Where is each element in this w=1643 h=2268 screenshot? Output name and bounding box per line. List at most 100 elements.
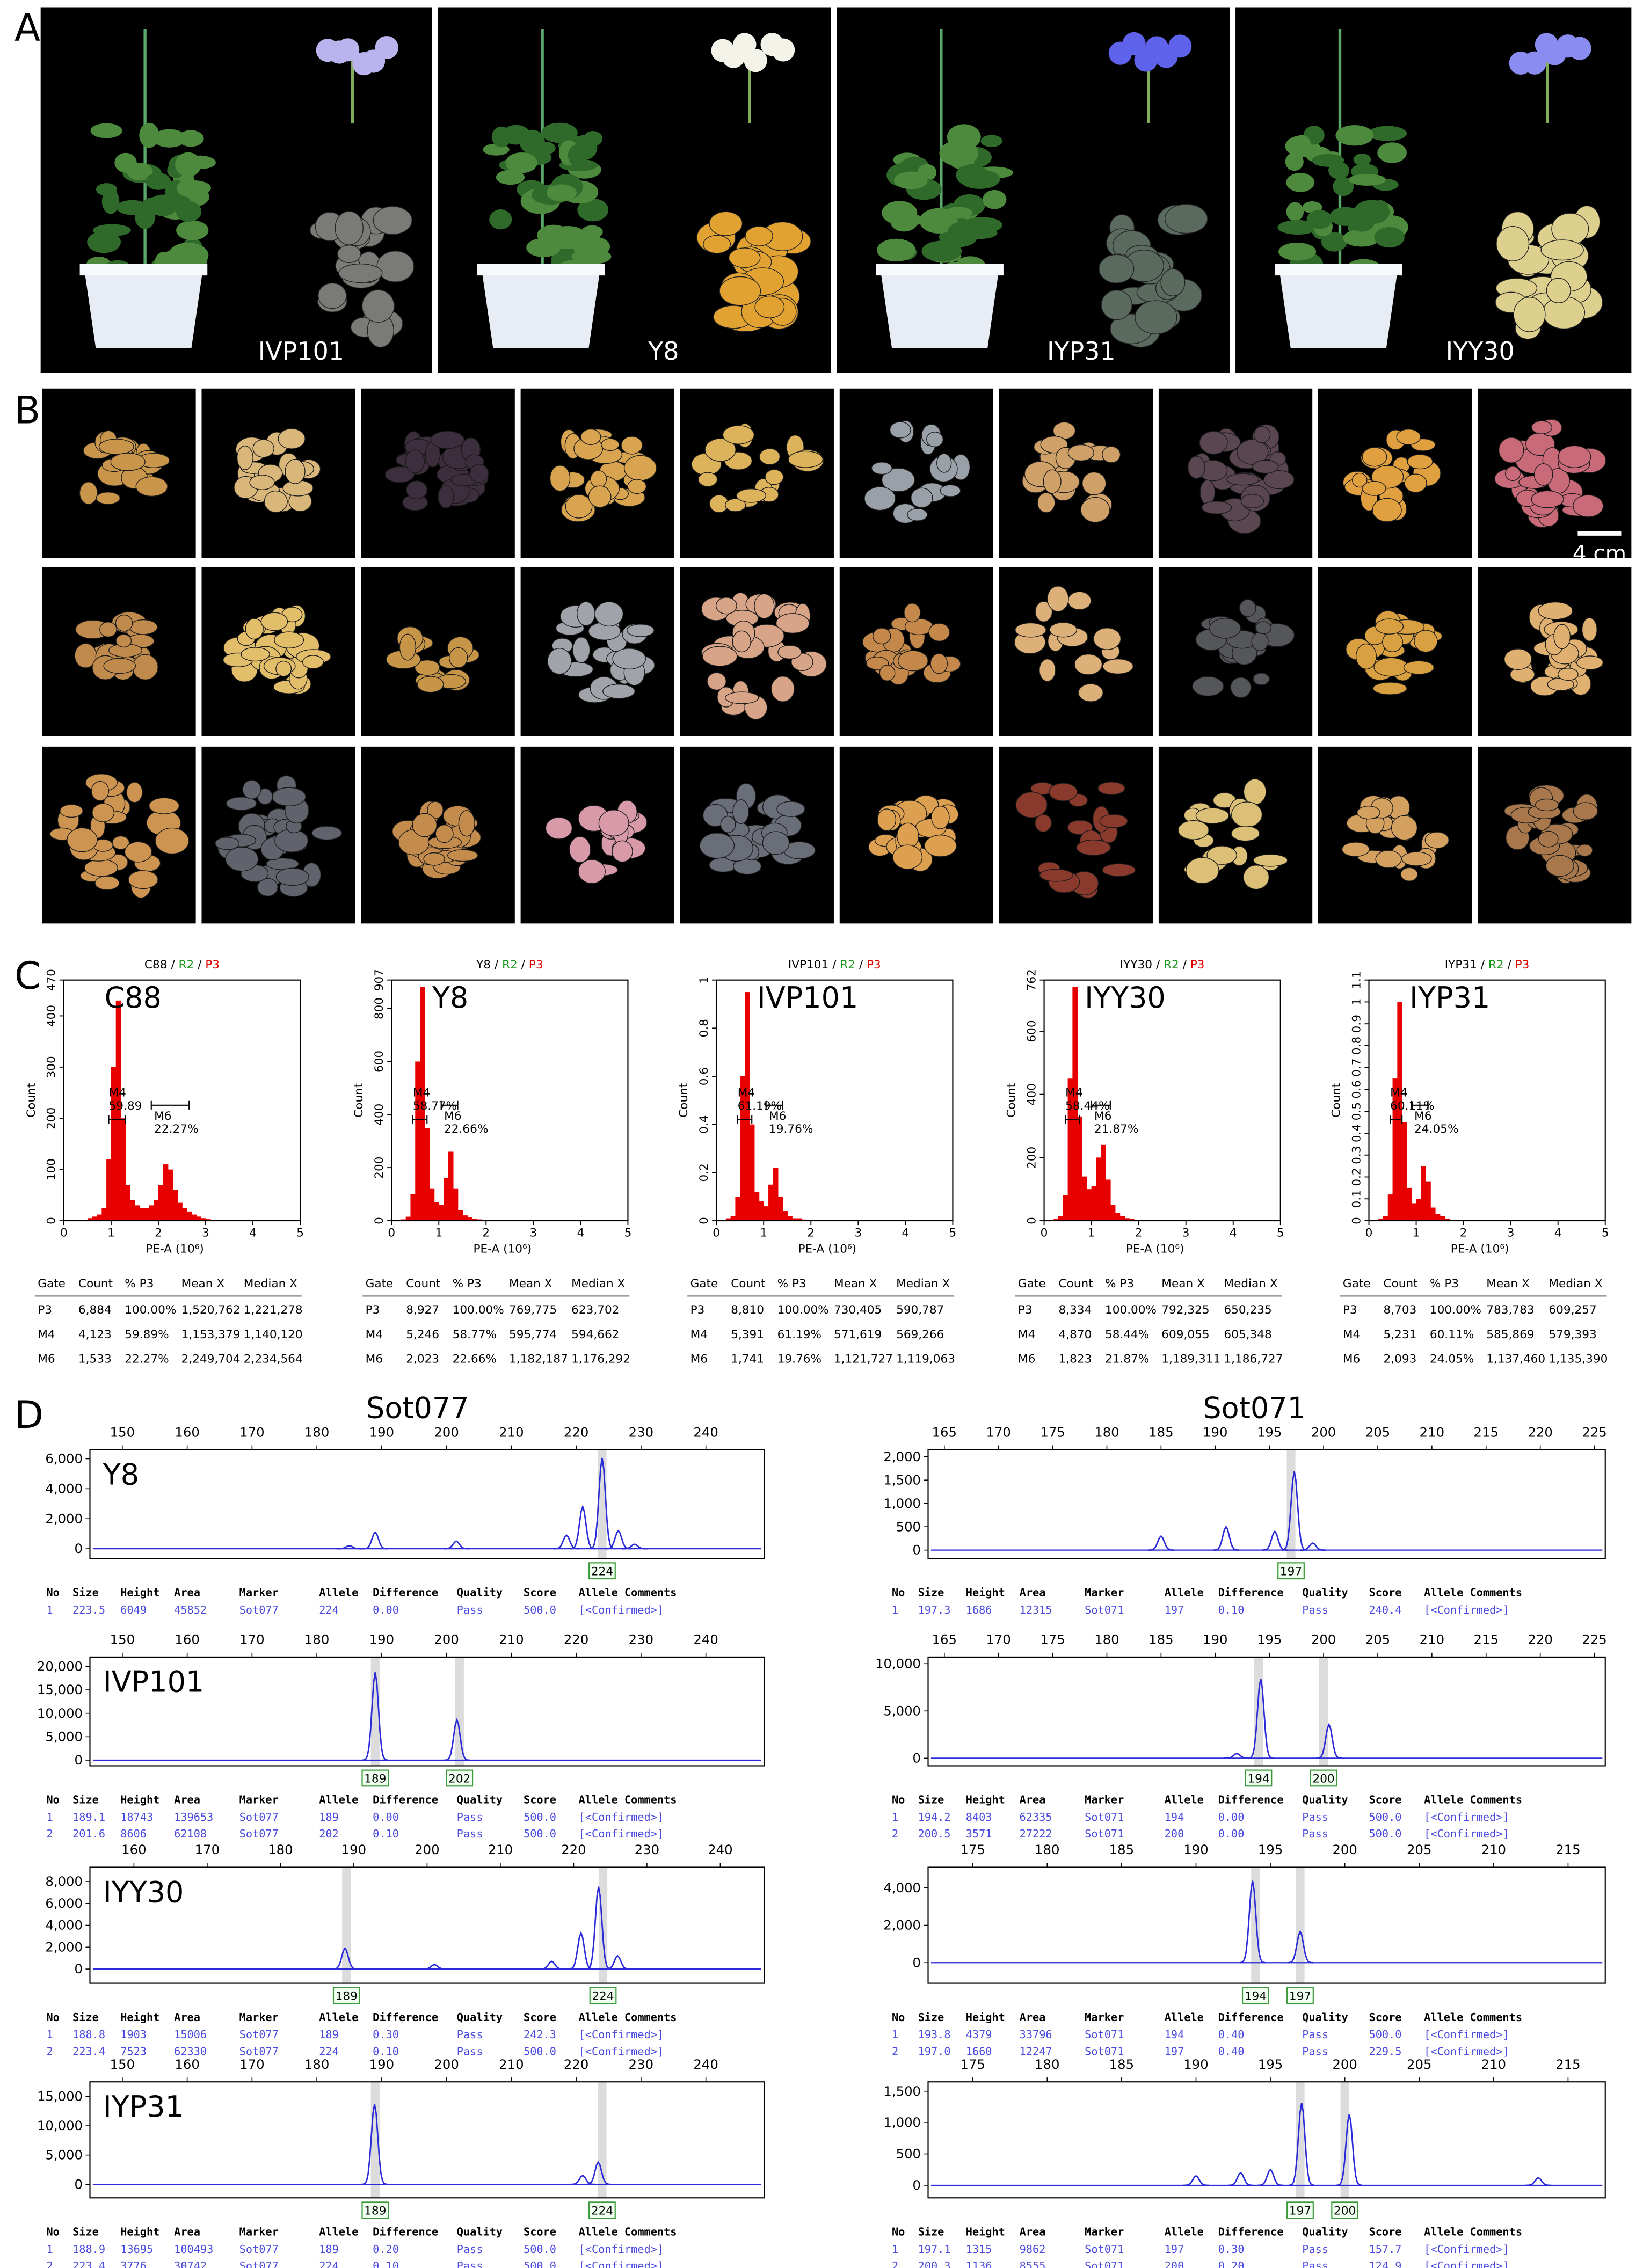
- table-header: Area: [174, 1586, 200, 1599]
- x-tick-label: 200: [434, 1632, 459, 1647]
- table-cell: M4: [1018, 1328, 1035, 1341]
- photo-label: IYP31: [1047, 337, 1116, 366]
- allele-label: 200: [1312, 1773, 1334, 1786]
- gate-name: M4: [1065, 1086, 1082, 1099]
- plot-frame: [1043, 979, 1281, 1222]
- histogram-bar: [186, 1211, 192, 1221]
- title-part: /: [518, 958, 529, 972]
- histogram-bar: [1053, 1219, 1059, 1221]
- histogram-bar: [196, 1216, 202, 1221]
- table-cell: 605,348: [1224, 1328, 1271, 1341]
- gate-value: 24.05%: [1414, 1122, 1458, 1136]
- histogram-bar: [444, 1178, 449, 1221]
- foliage: [489, 209, 512, 230]
- table-cell: 13695: [120, 2243, 153, 2256]
- x-tick-label: 1: [760, 1227, 767, 1240]
- foliage: [1286, 172, 1315, 192]
- table-header: Area: [174, 2011, 200, 2024]
- tuber: [399, 633, 416, 661]
- x-tick-label: 220: [564, 1424, 588, 1440]
- table-header: Mean X: [509, 1277, 552, 1290]
- table-cell: 62330: [174, 2045, 207, 2058]
- table-cell: 0.00: [373, 1811, 399, 1824]
- tuber: [98, 439, 134, 455]
- table-cell: 100493: [174, 2243, 213, 2256]
- table-cell: 783,783: [1486, 1303, 1534, 1317]
- x-tick-label: 210: [1481, 1842, 1506, 1857]
- foliage: [87, 231, 121, 253]
- table-cell: 24.05%: [1430, 1353, 1474, 1366]
- x-tick-label: 220: [564, 1632, 588, 1647]
- histogram-bar: [453, 1188, 459, 1221]
- table-header: Score: [1369, 1793, 1402, 1806]
- sample-label: C88: [104, 981, 161, 1015]
- peak: [1183, 2175, 1209, 2186]
- peak: [554, 1534, 579, 1550]
- table-cell: Pass: [457, 2028, 483, 2041]
- tuber: [1553, 624, 1571, 650]
- table-cell: Sot071: [1085, 1827, 1124, 1840]
- table-cell: 197: [1165, 2045, 1184, 2058]
- foliage: [951, 138, 973, 152]
- y-tick-label: 0.6: [697, 1067, 711, 1085]
- tuber: [1231, 826, 1260, 842]
- sample-label: Y8: [103, 1458, 139, 1492]
- flower: [336, 38, 360, 62]
- table-header: Quality: [457, 2011, 503, 2024]
- table-cell: 9862: [1020, 2243, 1046, 2256]
- tuber: [759, 448, 781, 465]
- tuber: [1243, 778, 1267, 805]
- histogram-bar: [730, 1216, 736, 1221]
- tuber: [736, 488, 767, 503]
- tuber-photo: [201, 566, 355, 736]
- tuber: [1187, 456, 1205, 479]
- tuber: [590, 470, 607, 488]
- photo-label: IYY30: [1446, 337, 1515, 366]
- table-cell: 30742: [174, 2259, 207, 2268]
- foliage: [959, 169, 1000, 189]
- gate-bracket: [737, 1115, 753, 1124]
- photo-background: [361, 566, 515, 736]
- x-tick-label: 200: [415, 1842, 439, 1857]
- tuber: [278, 428, 306, 449]
- table-cell: Sot071: [1085, 2045, 1124, 2058]
- foliage: [1277, 220, 1318, 235]
- foliage: [1374, 227, 1405, 248]
- foliage: [577, 198, 609, 222]
- table-cell: 0.10: [373, 2259, 399, 2268]
- table-header: No: [892, 1586, 905, 1599]
- tuber: [417, 676, 444, 693]
- tuber: [1414, 630, 1438, 653]
- allele-label: 224: [591, 2204, 613, 2218]
- tuber-photo: [999, 746, 1153, 924]
- table-cell: [<Confirmed>]: [1424, 1603, 1509, 1616]
- table-cell: 500.0: [524, 1811, 556, 1824]
- table-header: No: [46, 2011, 59, 2024]
- tuber: [1067, 444, 1094, 462]
- table-cell: 792,325: [1161, 1303, 1209, 1317]
- tuber: [272, 787, 306, 807]
- table-cell: 500.0: [524, 2045, 556, 2058]
- table-cell: 189: [319, 1811, 339, 1824]
- table-header: Allele: [319, 2011, 358, 2024]
- table-header: Height: [120, 1793, 159, 1806]
- histogram-bar: [415, 1061, 420, 1221]
- table-cell: 1,121,727: [834, 1353, 893, 1366]
- tuber: [1199, 431, 1228, 455]
- table-cell: 100.00%: [1430, 1303, 1481, 1317]
- tuber-photo: [1478, 746, 1632, 924]
- tuber: [580, 428, 601, 445]
- y-tick-label: 0.5: [1350, 1102, 1363, 1120]
- histogram-bar: [154, 1200, 159, 1221]
- x-tick-label: 5: [624, 1227, 632, 1240]
- x-tick-label: 3: [529, 1227, 537, 1240]
- plot-frame: [927, 2081, 1606, 2199]
- tuber: [1253, 426, 1271, 443]
- tuber: [1263, 470, 1295, 490]
- tuber: [936, 453, 952, 473]
- gate-bracket: [150, 1100, 190, 1110]
- histogram-bar: [1426, 1181, 1431, 1221]
- x-tick-label: 2: [807, 1227, 815, 1240]
- tuber: [1093, 627, 1122, 650]
- histogram-bar: [149, 1205, 154, 1221]
